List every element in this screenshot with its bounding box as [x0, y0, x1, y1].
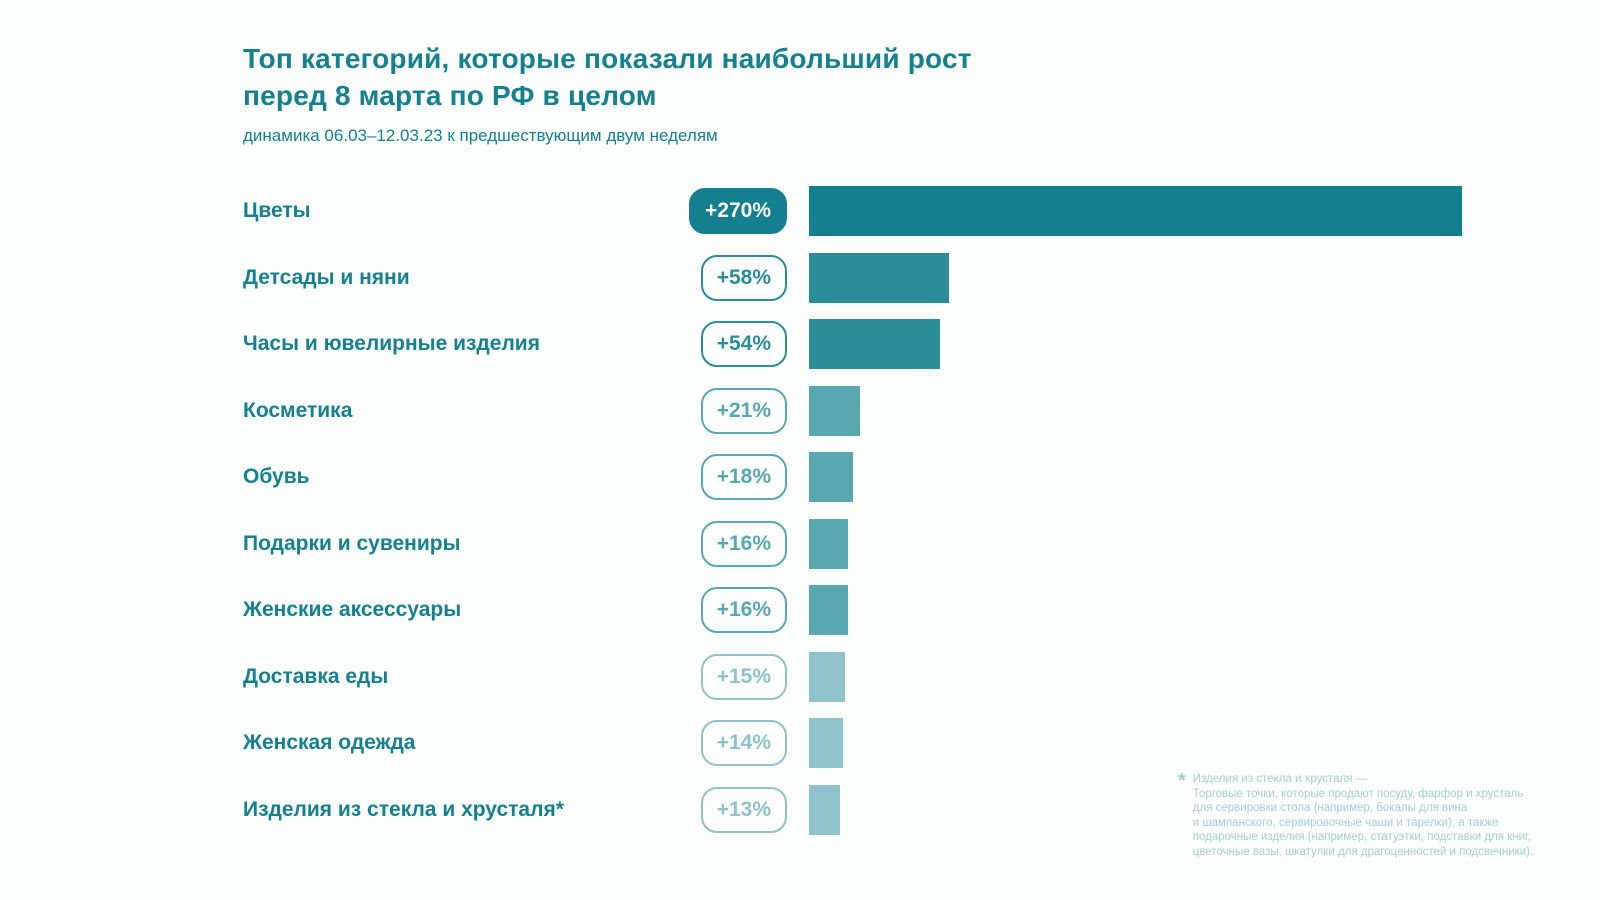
chart-row: Женские аксессуары +16% [243, 585, 1462, 635]
footnote-text: Изделия из стекла и хрусталя — Торговые … [1193, 772, 1533, 860]
chart-row: Доставка еды +15% [243, 651, 1462, 702]
category-label: Обувь [243, 465, 310, 488]
chart-row: Часы и ювелирные изделия +54% [243, 319, 1462, 369]
category-label: Женские аксессуары [243, 598, 462, 621]
footnote: * Изделия из стекла и хрусталя — Торговы… [1178, 770, 1533, 860]
growth-badge: +13% [700, 786, 787, 833]
chart-title-line2: перед 8 марта по РФ в целом [243, 80, 657, 111]
badge-column: +270% [679, 188, 787, 234]
chart-row: Подарки и сувениры +16% [243, 518, 1462, 569]
category-label: Женская одежда [243, 731, 416, 754]
badge-column: +16% [679, 587, 787, 633]
growth-badge: +21% [700, 387, 787, 434]
badge-column: +54% [679, 321, 787, 367]
bar [809, 784, 840, 835]
category-label: Подарки и сувениры [243, 531, 461, 555]
footnote-line: Изделия из стекла и хрусталя — [1192, 773, 1368, 785]
growth-badge: +16% [700, 587, 787, 633]
growth-badge: +270% [689, 188, 787, 234]
footnote-line: и шампанского, сервировочные чаши и таре… [1192, 816, 1499, 829]
bar [809, 651, 845, 702]
category-label: Косметика [243, 398, 353, 422]
bar [809, 585, 848, 635]
chart-row: Женская одежда +14% [243, 718, 1462, 768]
badge-column: +16% [679, 520, 787, 567]
chart-subtitle: динамика 06.03–12.03.23 к предшествующим… [243, 126, 718, 145]
bar [809, 319, 940, 369]
chart-rows: Цветы +270% Детсады и няни +58% Часы и ювели… [243, 186, 1462, 851]
badge-column: +21% [679, 387, 787, 434]
bar [809, 452, 853, 502]
badge-column: +14% [679, 720, 787, 766]
bar [809, 186, 1462, 236]
badge-column: +18% [679, 454, 787, 500]
category-label: Доставка еды [243, 664, 389, 688]
chart-row: Обувь +18% [243, 452, 1462, 502]
category-label: Цветы [243, 199, 311, 222]
chart-row: Косметика +21% [243, 385, 1462, 436]
footnote-line: подарочные изделия (например, статуэтки,… [1192, 831, 1531, 844]
footnote-line: для сервировки стола (например, бокалы д… [1192, 802, 1468, 815]
growth-badge: +16% [700, 520, 787, 567]
bar [809, 252, 949, 303]
chart-title-line1: Топ категорий, которые показали наибольш… [243, 43, 972, 74]
category-label: Детсады и няни [243, 265, 410, 289]
asterisk-icon: * [1178, 770, 1186, 792]
bar [809, 518, 848, 569]
category-label: Часы и ювелирные изделия [243, 332, 540, 355]
chart-header: Топ категорий, которые показали наибольш… [243, 40, 972, 146]
bar [809, 385, 860, 436]
category-label: Изделия из стекла и хрусталя* [243, 797, 564, 821]
footnote-line: Торговые точки, которые продают посуду, … [1192, 787, 1524, 800]
growth-badge: +18% [700, 454, 787, 500]
footnote-line: цветочные вазы, шкатулки для драгоценнос… [1192, 845, 1534, 858]
growth-badge: +54% [700, 321, 787, 367]
chart-title: Топ категорий, которые показали наибольш… [243, 40, 972, 114]
growth-badge: +58% [700, 254, 787, 301]
growth-badge: +14% [700, 720, 787, 766]
chart-row: Детсады и няни +58% [243, 252, 1462, 303]
badge-column: +13% [679, 786, 787, 833]
chart-row: Изделия из стекла и хрусталя* +13% [243, 784, 1462, 835]
badge-column: +58% [679, 254, 787, 301]
bar [809, 718, 843, 768]
badge-column: +15% [679, 653, 787, 700]
chart-row: Цветы +270% [243, 186, 1462, 236]
growth-badge: +15% [700, 653, 787, 700]
